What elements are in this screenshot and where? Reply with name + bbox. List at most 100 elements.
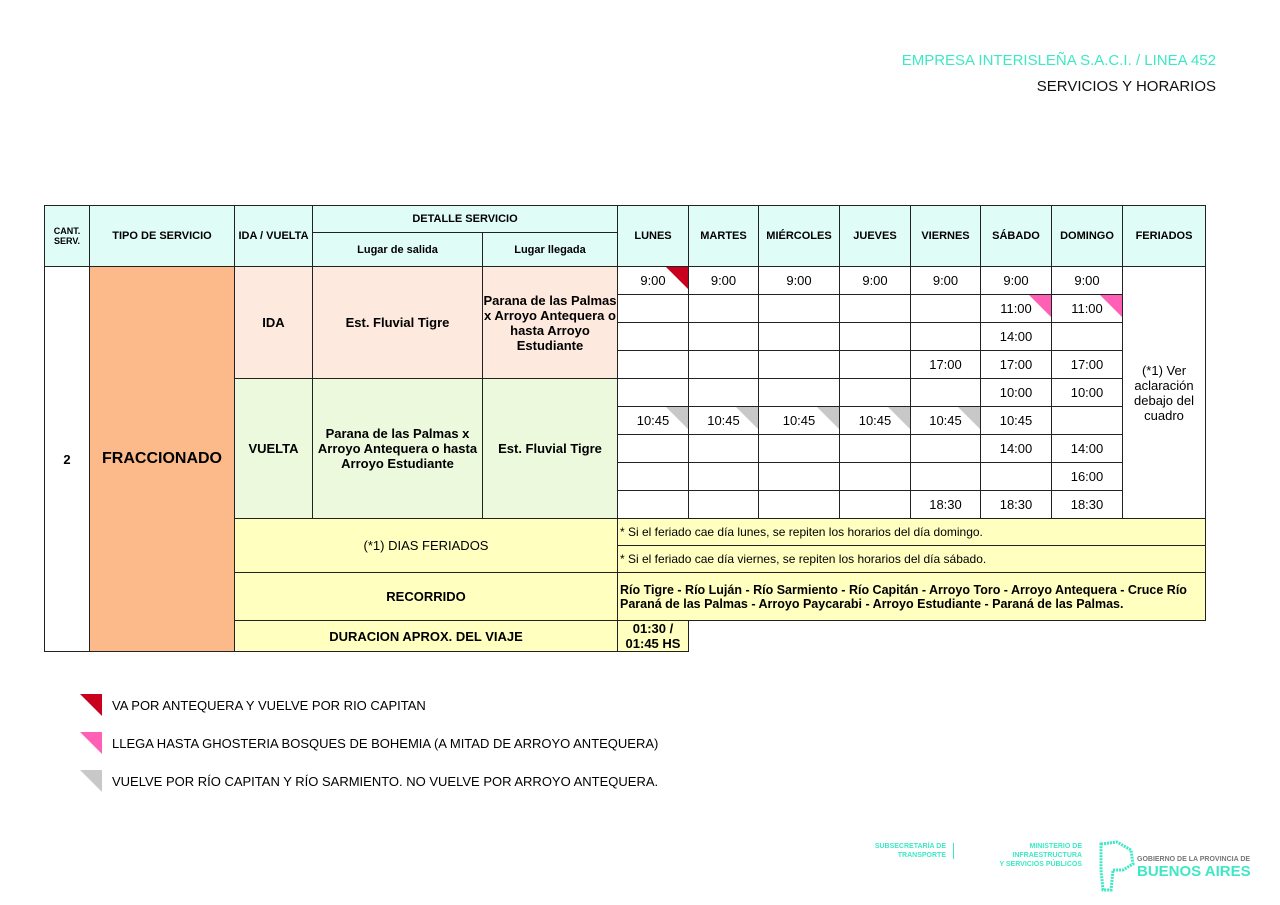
time-value: 10:45: [929, 413, 962, 428]
schedule-row: 17:00 17:00 17:00: [45, 350, 1206, 379]
divider: [953, 843, 954, 859]
time-cell: 11:00: [980, 294, 1052, 323]
time-cell: [688, 322, 759, 351]
time-value: 18:30: [1070, 497, 1104, 512]
header-day: VIERNES: [910, 205, 981, 267]
time-cell: 10:45: [839, 406, 911, 435]
schedule-row: 2 FRACCIONADO IDA Est. Fluvial Tigre Parana …: [44, 266, 1206, 652]
time-value: 18:30: [999, 497, 1033, 512]
time-cell: [839, 490, 911, 519]
time-cell: [688, 490, 759, 519]
time-cell: [617, 434, 689, 463]
time-value: 16:00: [1070, 469, 1104, 484]
time-cell: [910, 322, 981, 351]
schedule-row: 14:00 14:00: [45, 434, 1206, 463]
dias-feriados-label: (*1) DIAS FERIADOS: [234, 518, 618, 573]
legend-item: LLEGA HASTA GHOSTERIA BOSQUES DE BOHEMIA…: [80, 732, 658, 754]
feriados-note: (*1) Ver aclaración debajo del cuadro: [1122, 266, 1206, 519]
pink-marker-icon: [1029, 295, 1051, 317]
time-cell: 18:30: [910, 490, 981, 519]
time-cell: [688, 294, 759, 323]
time-cell: [758, 294, 840, 323]
time-cell: 17:00: [980, 350, 1052, 379]
time-cell: [839, 350, 911, 379]
province-map-icon: [1099, 840, 1135, 892]
time-cell: 9:00: [688, 266, 759, 295]
time-cell: [1051, 322, 1123, 351]
pink-marker-icon: [1100, 295, 1122, 317]
header-cant: CANT. SERV.: [44, 205, 90, 267]
header-llegada: Lugar llegada: [482, 232, 618, 267]
vuelta-salida: Parana de las Palmas x Arroyo Antequera …: [312, 378, 483, 519]
duracion-value: 01:30 / 01:45 HS: [617, 620, 689, 652]
time-value: 18:30: [929, 497, 962, 512]
ida-salida: Est. Fluvial Tigre: [312, 266, 483, 379]
empty: [688, 620, 1206, 652]
header-day: MIÉRCOLES: [758, 205, 840, 267]
header-day: LUNES: [617, 205, 689, 267]
header-feriados: FERIADOS: [1122, 205, 1206, 267]
ida-llegada: Parana de las Palmas x Arroyo Antequera …: [482, 266, 618, 379]
time-cell: [910, 378, 981, 407]
time-cell: [688, 462, 759, 491]
time-cell: 16:00: [1051, 462, 1123, 491]
marker-icon: [80, 770, 102, 792]
header-day: MARTES: [688, 205, 759, 267]
legend-item: VUELVE POR RÍO CAPITAN Y RÍO SARMIENTO. …: [80, 770, 658, 792]
header-day: SÁBADO: [980, 205, 1052, 267]
gobierno-logo: GOBIERNO DE LA PROVINCIA DE BUENOS AIRES: [1137, 856, 1251, 880]
time-cell: [839, 294, 911, 323]
header-day: JUEVES: [839, 205, 911, 267]
time-value: 9:00: [640, 273, 666, 288]
schedule-row: 10:45 10:45 10:45 10:45 10:45 10:45: [45, 406, 1206, 435]
time-value: 10:45: [707, 413, 740, 428]
time-cell: [617, 294, 689, 323]
time-cell: 10:45: [758, 406, 840, 435]
time-value: 9:00: [710, 273, 737, 288]
gray-marker-icon: [736, 407, 758, 429]
gray-marker-icon: [958, 407, 980, 429]
time-cell: 10:00: [1051, 378, 1123, 407]
time-cell: [758, 378, 840, 407]
time-value: 9:00: [862, 273, 888, 288]
time-cell: 10:45: [910, 406, 981, 435]
time-value: 14:00: [999, 329, 1033, 344]
header-ida-vuelta: IDA / VUELTA: [234, 205, 313, 267]
duracion-label: DURACION APROX. DEL VIAJE: [234, 620, 618, 652]
time-cell: [839, 378, 911, 407]
time-value: 10:45: [999, 413, 1033, 428]
time-cell: [617, 462, 689, 491]
time-cell: [758, 322, 840, 351]
time-cell: [758, 434, 840, 463]
time-cell: 14:00: [1051, 434, 1123, 463]
time-cell: [688, 434, 759, 463]
time-cell: [839, 462, 911, 491]
header-detalle: DETALLE SERVICIO: [312, 205, 618, 233]
time-cell: 14:00: [980, 322, 1052, 351]
time-value: 10:45: [636, 413, 670, 428]
time-cell: 17:00: [1051, 350, 1123, 379]
schedule-table: CANT. SERV. TIPO DE SERVICIO IDA / VUELT…: [44, 205, 1206, 652]
vuelta-label: VUELTA: [234, 378, 313, 519]
ministerio-logo: MINISTERIO DE INFRAESTRUCTURA Y SERVICIOS…: [999, 843, 1082, 868]
feriado-note: * Si el feriado cae día viernes, se repi…: [617, 545, 1206, 573]
vuelta-llegada: Est. Fluvial Tigre: [482, 378, 618, 519]
time-value: 10:45: [858, 413, 892, 428]
time-cell: 9:00: [1051, 266, 1123, 295]
legend-item: VA POR ANTEQUERA Y VUELVE POR RIO CAPITA…: [80, 694, 426, 716]
time-cell: [617, 378, 689, 407]
time-cell: 9:00: [839, 266, 911, 295]
gray-marker-icon: [888, 407, 910, 429]
legend-text: VUELVE POR RÍO CAPITAN Y RÍO SARMIENTO. …: [112, 773, 659, 789]
time-cell: [688, 350, 759, 379]
time-cell: [910, 462, 981, 491]
legend-text: VA POR ANTEQUERA Y VUELVE POR RIO CAPITA…: [112, 697, 426, 713]
time-value: 14:00: [1070, 441, 1104, 456]
time-cell: [617, 322, 689, 351]
time-cell: [617, 490, 689, 519]
time-value: 14:00: [999, 441, 1033, 456]
gray-marker-icon: [666, 407, 688, 429]
cant-serv: 2: [44, 266, 90, 652]
subsecretaria-logo: SUBSECRETARÍA DE TRANSPORTE: [874, 843, 946, 859]
time-cell: 10:00: [980, 378, 1052, 407]
